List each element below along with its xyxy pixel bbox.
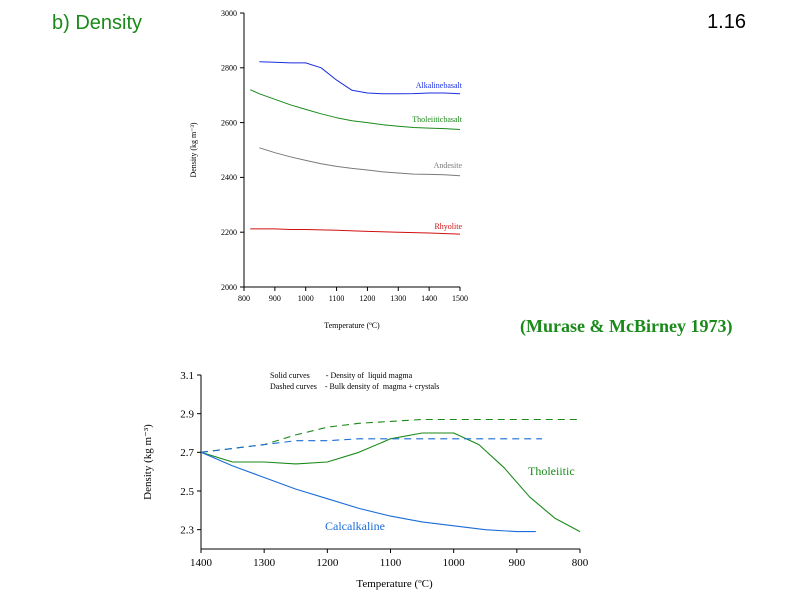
y-tick-label: 2800 [221, 64, 237, 73]
legend-line: Solid curves - Density of liquid magma [270, 371, 413, 380]
y-tick-label: 3.1 [180, 370, 194, 382]
series-line-2 [200, 451, 536, 533]
x-tick-label: 1000 [443, 557, 466, 569]
series-label: Tholeiiticbasalt [412, 115, 463, 124]
x-tick-label: 900 [269, 294, 281, 303]
series-line-3 [200, 438, 543, 453]
y-tick-label: 2.3 [180, 525, 194, 537]
x-tick-label: 1100 [380, 557, 402, 569]
y-tick-label: 2000 [221, 283, 237, 292]
y-tick-label: 2200 [221, 228, 237, 237]
x-tick-label: 1300 [390, 294, 406, 303]
series-label: Andesite [434, 161, 463, 170]
legend-line: Dashed curves - Bulk density of magma + … [270, 382, 439, 391]
citation: (Murase & McBirney 1973) [520, 316, 733, 336]
series-label: Calcalkaline [325, 519, 385, 533]
x-tick-label: 800 [238, 294, 250, 303]
slide-heading: b) Density [52, 12, 143, 34]
x-tick-label: 900 [509, 557, 526, 569]
x-tick-label: 1100 [329, 294, 345, 303]
series-line-0 [200, 432, 581, 533]
y-tick-label: 2.9 [180, 409, 194, 421]
x-tick-label: 1400 [190, 557, 213, 569]
x-axis-label: Temperature (ºC) [324, 321, 380, 330]
x-tick-label: 1500 [452, 294, 468, 303]
series-line-2 [259, 147, 461, 177]
y-tick-label: 2400 [221, 173, 237, 182]
series-line-1 [200, 418, 580, 453]
slide-number: 1.16 [707, 11, 746, 33]
y-tick-label: 2.5 [180, 486, 194, 498]
x-tick-label: 1200 [359, 294, 375, 303]
y-tick-label: 2600 [221, 118, 237, 127]
series-label: Tholeiitic [528, 464, 575, 478]
y-axis-label: Density (kg m⁻³) [142, 424, 154, 500]
y-axis-label: Density (kg m⁻³) [189, 122, 198, 177]
series-line-0 [259, 61, 461, 95]
x-axis-label: Temperature (ºC) [356, 578, 433, 590]
x-tick-label: 1200 [316, 557, 339, 569]
x-tick-label: 800 [572, 557, 589, 569]
series-label: Alkalinebasalt [416, 81, 463, 90]
series-line-3 [250, 228, 461, 235]
x-tick-label: 1300 [253, 557, 276, 569]
x-tick-label: 1000 [298, 294, 314, 303]
series-label: Rhyolite [434, 222, 462, 231]
x-tick-label: 1400 [421, 294, 437, 303]
y-tick-label: 2.7 [180, 447, 194, 459]
series-line-1 [249, 89, 461, 130]
y-tick-label: 3000 [221, 9, 237, 18]
